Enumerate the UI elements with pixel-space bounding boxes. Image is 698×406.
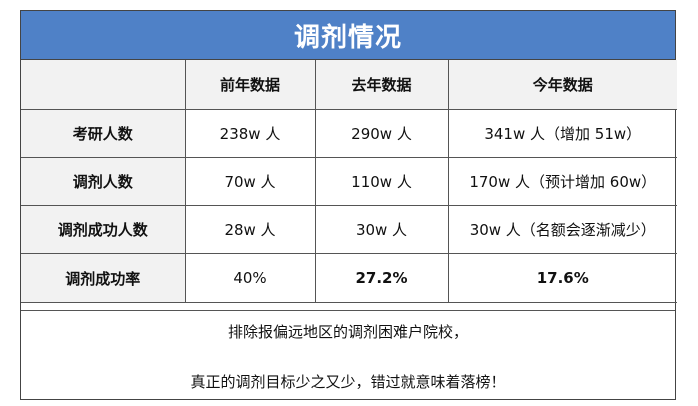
table-row: 考研人数 238w 人 290w 人 341w 人（增加 51w） [21,109,677,158]
table-cell-highlight: 17.6% [447,253,677,303]
table-title: 调剂情况 [21,11,675,60]
row-label: 调剂人数 [21,157,186,206]
table-cell: 40% [184,253,316,303]
table-cell: 238w 人 [184,109,316,158]
table-cell: 70w 人 [184,157,316,206]
table-cell: 30w 人 [314,205,449,254]
header-corner [21,60,186,110]
row-label: 调剂成功人数 [21,205,186,254]
row-label: 调剂成功率 [21,253,186,303]
table-cell: 341w 人（增加 51w） [447,109,677,158]
table-cell: 28w 人 [184,205,316,254]
table-row: 调剂成功率 40% 27.2% 17.6% [21,253,677,303]
table-row: 调剂成功人数 28w 人 30w 人 30w 人（名额会逐渐减少） [21,205,677,254]
table-cell: 30w 人（名额会逐渐减少） [447,205,677,254]
table-row: 调剂人数 70w 人 110w 人 170w 人（预计增加 60w） [21,157,677,206]
row-label: 考研人数 [21,109,186,158]
header-row: 前年数据 去年数据 今年数据 [21,60,677,110]
footer-line-1: 排除报偏远地区的调剂困难户院校， [227,323,468,341]
header-this-year: 今年数据 [447,60,677,110]
header-prev-year: 前年数据 [184,60,316,110]
table-cell: 170w 人（预计增加 60w） [447,157,677,206]
table-cell: 290w 人 [314,109,449,158]
table-cell: 110w 人 [314,157,449,206]
stats-card: 调剂情况 前年数据 去年数据 今年数据 考研人数 238w 人 290w 人 3… [20,10,677,400]
table-cell-highlight: 27.2% [314,253,449,303]
footer-note: 排除报偏远地区的调剂困难户院校， 真正的调剂目标少之又少，错过就意味着落榜！ [21,310,675,399]
stats-table: 前年数据 去年数据 今年数据 考研人数 238w 人 290w 人 341w 人… [21,60,677,303]
footer-line-2: 真正的调剂目标少之又少，错过就意味着落榜！ [190,373,506,391]
header-last-year: 去年数据 [314,60,449,110]
